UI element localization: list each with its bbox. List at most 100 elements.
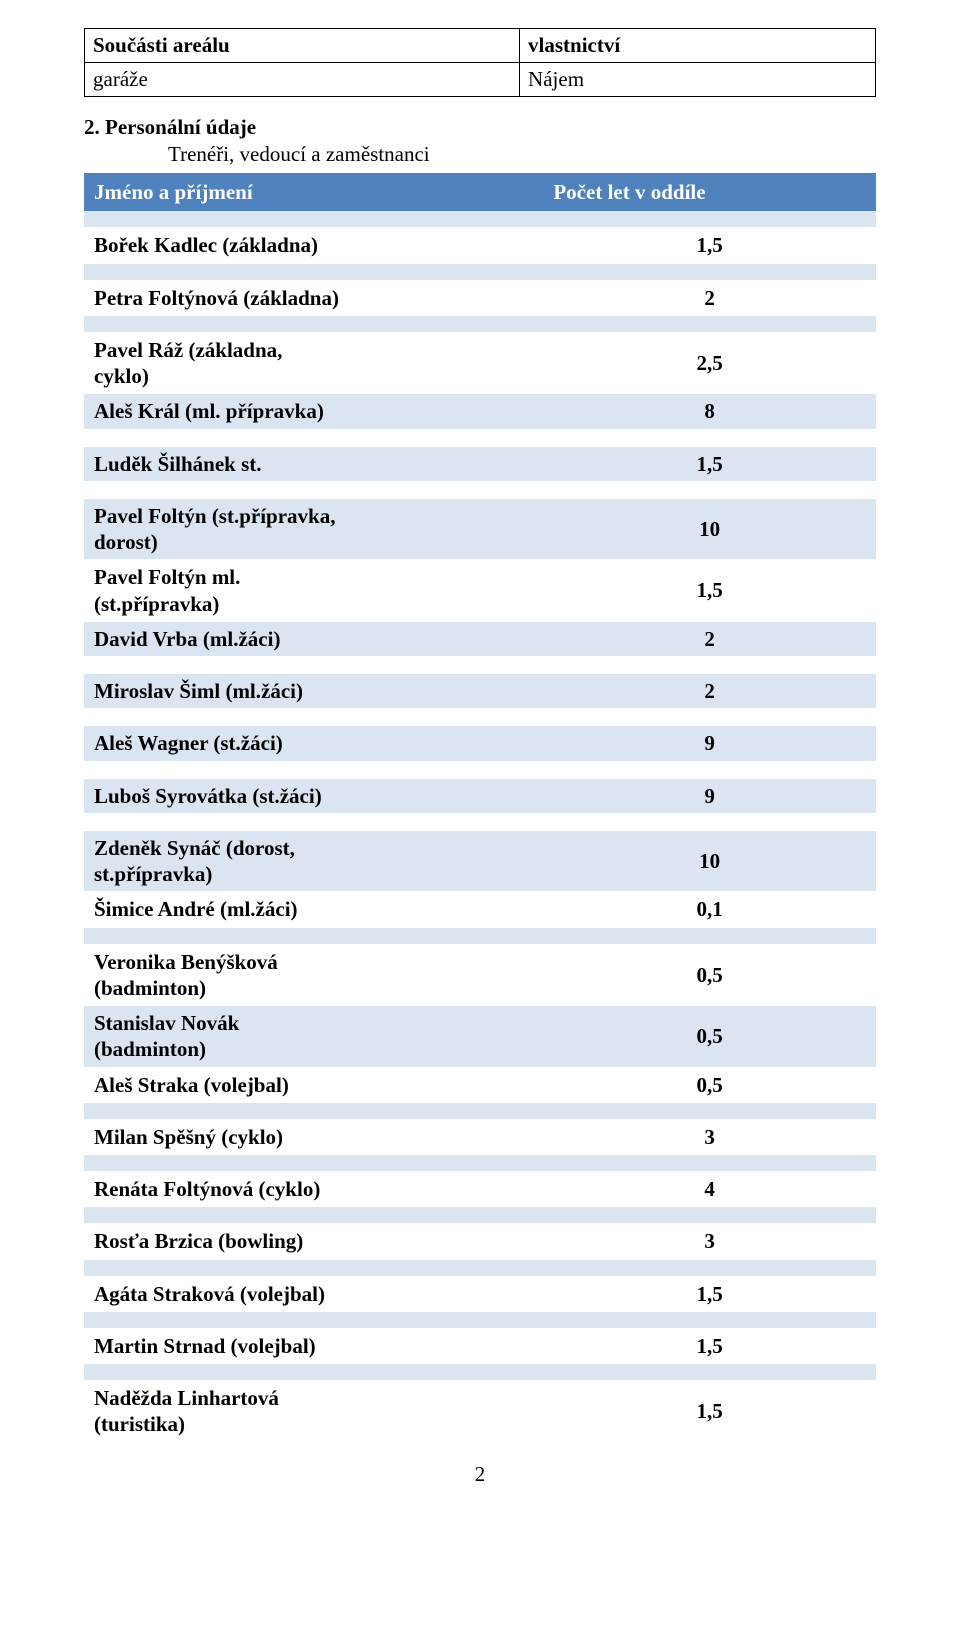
table-gap-row <box>84 429 876 446</box>
gap-cell <box>543 210 876 228</box>
table-row: Petra Foltýnová (základna)2 <box>84 280 876 315</box>
row-count: 0,5 <box>543 1006 876 1068</box>
row-name: Šimice André (ml.žáci) <box>84 892 543 927</box>
row-count: 1,5 <box>543 1381 876 1442</box>
table-row: Martin Strnad (volejbal)1,5 <box>84 1328 876 1363</box>
table-gap-row <box>84 210 876 228</box>
main-table-header: Jméno a příjmení Počet let v oddíle <box>84 174 876 210</box>
gap-cell <box>543 1155 876 1172</box>
table-gap-row <box>84 657 876 674</box>
gap-cell <box>543 1102 876 1119</box>
section-title: 2. Personální údaje <box>84 115 876 140</box>
row-name: Aleš Král (ml. přípravka) <box>84 394 543 429</box>
gap-cell <box>543 263 876 280</box>
row-count: 1,5 <box>543 1328 876 1363</box>
table-row: Naděžda Linhartová (turistika)1,5 <box>84 1381 876 1442</box>
row-name: Martin Strnad (volejbal) <box>84 1328 543 1363</box>
table-gap-row <box>84 1311 876 1328</box>
main-table: Jméno a příjmení Počet let v oddíle Boře… <box>84 173 876 1442</box>
row-name: Petra Foltýnová (základna) <box>84 280 543 315</box>
table-row: Stanislav Novák (badminton)0,5 <box>84 1006 876 1068</box>
gap-cell <box>84 429 543 446</box>
main-table-header-count: Počet let v oddíle <box>543 174 876 210</box>
page-number: 2 <box>84 1462 876 1487</box>
gap-cell <box>84 1311 543 1328</box>
table-gap-row <box>84 263 876 280</box>
gap-cell <box>543 761 876 778</box>
row-count: 10 <box>543 498 876 560</box>
table-gap-row <box>84 315 876 332</box>
row-name: Stanislav Novák (badminton) <box>84 1006 543 1068</box>
gap-cell <box>543 1311 876 1328</box>
gap-cell <box>543 1364 876 1381</box>
gap-cell <box>84 315 543 332</box>
row-count: 1,5 <box>543 560 876 622</box>
row-name: Pavel Ráž (základna, cyklo) <box>84 332 543 394</box>
top-table: Součásti areálu vlastnictví garáže Nájem <box>84 28 876 97</box>
table-row: Renáta Foltýnová (cyklo)4 <box>84 1172 876 1207</box>
top-table-row: garáže Nájem <box>85 63 876 97</box>
row-name: Pavel Foltýn ml. (st.přípravka) <box>84 560 543 622</box>
gap-cell <box>84 1102 543 1119</box>
table-row: Pavel Foltýn (st.přípravka, dorost)10 <box>84 498 876 560</box>
row-name: Miroslav Šiml (ml.žáci) <box>84 674 543 709</box>
row-name: Renáta Foltýnová (cyklo) <box>84 1172 543 1207</box>
gap-cell <box>84 1207 543 1224</box>
gap-cell <box>84 927 543 944</box>
table-row: Veronika Benýšková (badminton)0,5 <box>84 944 876 1006</box>
table-row: David Vrba (ml.žáci)2 <box>84 621 876 656</box>
table-row: Bořek Kadlec (základna)1,5 <box>84 228 876 263</box>
gap-cell <box>543 927 876 944</box>
gap-cell <box>543 1259 876 1276</box>
row-count: 0,5 <box>543 944 876 1006</box>
section-subline: Trenéři, vedoucí a zaměstnanci <box>168 142 876 167</box>
table-row: Aleš Straka (volejbal)0,5 <box>84 1067 876 1102</box>
top-table-header-c2: vlastnictví <box>520 29 876 63</box>
table-row: Miroslav Šiml (ml.žáci)2 <box>84 674 876 709</box>
row-name: Milan Spěšný (cyklo) <box>84 1119 543 1154</box>
gap-cell <box>84 1259 543 1276</box>
row-count: 8 <box>543 394 876 429</box>
row-count: 9 <box>543 778 876 813</box>
gap-cell <box>84 1155 543 1172</box>
row-name: Bořek Kadlec (základna) <box>84 228 543 263</box>
table-gap-row <box>84 1155 876 1172</box>
table-row: Luboš Syrovátka (st.žáci)9 <box>84 778 876 813</box>
gap-cell <box>543 657 876 674</box>
table-gap-row <box>84 927 876 944</box>
gap-cell <box>543 709 876 726</box>
row-count: 9 <box>543 726 876 761</box>
row-count: 1,5 <box>543 228 876 263</box>
top-table-row-c1: garáže <box>85 63 520 97</box>
gap-cell <box>84 481 543 498</box>
gap-cell <box>543 481 876 498</box>
row-count: 3 <box>543 1119 876 1154</box>
table-row: Rosťa Brzica (bowling)3 <box>84 1224 876 1259</box>
gap-cell <box>84 210 543 228</box>
table-gap-row <box>84 813 876 830</box>
row-name: David Vrba (ml.žáci) <box>84 621 543 656</box>
row-count: 3 <box>543 1224 876 1259</box>
row-name: Luboš Syrovátka (st.žáci) <box>84 778 543 813</box>
table-row: Šimice André (ml.žáci)0,1 <box>84 892 876 927</box>
row-name: Veronika Benýšková (badminton) <box>84 944 543 1006</box>
row-count: 2 <box>543 674 876 709</box>
gap-cell <box>84 813 543 830</box>
row-name: Aleš Wagner (st.žáci) <box>84 726 543 761</box>
row-count: 1,5 <box>543 446 876 481</box>
table-row: Pavel Ráž (základna, cyklo)2,5 <box>84 332 876 394</box>
table-row: Aleš Wagner (st.žáci)9 <box>84 726 876 761</box>
table-row: Aleš Král (ml. přípravka)8 <box>84 394 876 429</box>
row-count: 0,1 <box>543 892 876 927</box>
row-name: Aleš Straka (volejbal) <box>84 1067 543 1102</box>
gap-cell <box>84 1364 543 1381</box>
main-table-header-name: Jméno a příjmení <box>84 174 543 210</box>
row-name: Zdeněk Synáč (dorost, st.přípravka) <box>84 830 543 892</box>
row-count: 1,5 <box>543 1276 876 1311</box>
row-name: Naděžda Linhartová (turistika) <box>84 1381 543 1442</box>
table-gap-row <box>84 1207 876 1224</box>
row-name: Rosťa Brzica (bowling) <box>84 1224 543 1259</box>
row-name: Pavel Foltýn (st.přípravka, dorost) <box>84 498 543 560</box>
row-name: Luděk Šilhánek st. <box>84 446 543 481</box>
gap-cell <box>84 263 543 280</box>
